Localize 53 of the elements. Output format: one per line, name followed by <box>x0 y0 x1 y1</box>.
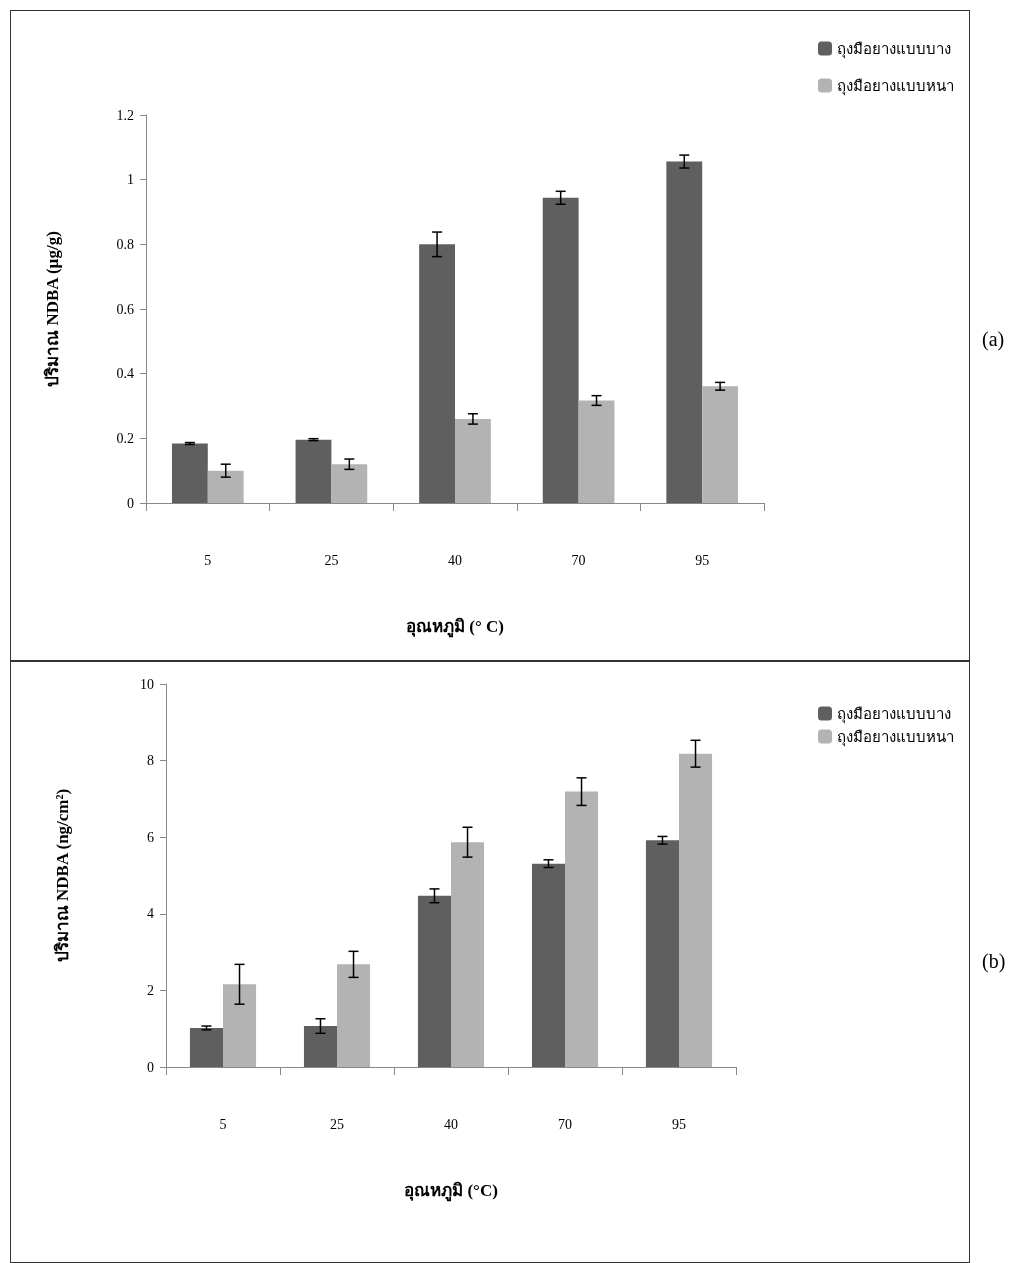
y-tick-label: 2 <box>147 982 154 998</box>
bar <box>331 464 368 503</box>
y-tick-label: 0.6 <box>116 301 134 317</box>
bar <box>171 443 208 503</box>
x-tick-label: 70 <box>558 1116 572 1132</box>
x-axis-title: อุณหภูมิ (°C) <box>404 1181 498 1202</box>
y-tick-label: 6 <box>147 829 154 845</box>
y-tick-label: 10 <box>140 676 154 692</box>
y-axis-title: ปริมาณ NDBA (ng/cm²) <box>53 788 72 963</box>
y-tick-label: 0.2 <box>116 430 134 446</box>
legend-label: ถุงมือยางแบบบาง <box>837 40 951 59</box>
x-tick-label: 5 <box>204 552 212 568</box>
x-tick-label: 40 <box>444 1116 458 1132</box>
bar <box>419 244 455 503</box>
x-tick-label: 40 <box>448 552 462 568</box>
x-tick-label: 70 <box>571 552 586 568</box>
bar <box>702 386 739 503</box>
text: (b) <box>982 950 1006 973</box>
y-axis-title: ปริมาณ NDBA (µg/g) <box>43 231 62 387</box>
bar <box>455 418 491 503</box>
legend-label: ถุงมือยางแบบบาง <box>837 705 951 724</box>
legend-label: ถุงมือยางแบบหนา <box>837 728 954 747</box>
text: (a) <box>982 328 1005 351</box>
bar <box>578 400 615 503</box>
x-tick-label: 25 <box>330 1116 344 1132</box>
legend-label: ถุงมือยางแบบหนา <box>837 77 954 96</box>
x-tick-label: 95 <box>672 1116 686 1132</box>
x-tick-label: 95 <box>695 552 710 568</box>
bar <box>189 1027 223 1067</box>
bar <box>451 842 485 1067</box>
bar <box>542 197 579 503</box>
y-tick-label: 0.4 <box>116 366 134 382</box>
bar <box>207 470 244 503</box>
y-tick-label: 1 <box>127 172 134 188</box>
x-tick-label: 25 <box>324 552 339 568</box>
bar <box>666 161 703 503</box>
y-tick-label: 4 <box>147 906 154 922</box>
y-tick-label: 0.8 <box>116 236 134 252</box>
y-tick-label: 0 <box>127 495 134 511</box>
y-tick-label: 1.2 <box>116 107 134 123</box>
bar <box>679 753 713 1067</box>
x-tick-label: 5 <box>219 1116 227 1132</box>
bar <box>417 895 451 1067</box>
bar <box>295 439 332 503</box>
y-tick-label: 8 <box>147 753 154 769</box>
bar <box>303 1026 337 1067</box>
bar <box>531 863 565 1067</box>
bar <box>645 840 679 1067</box>
bar <box>223 984 257 1067</box>
x-axis-title: อุณหภูมิ (° C) <box>406 617 504 638</box>
bar <box>337 964 371 1067</box>
bar <box>565 791 599 1067</box>
y-tick-label: 0 <box>147 1059 154 1075</box>
